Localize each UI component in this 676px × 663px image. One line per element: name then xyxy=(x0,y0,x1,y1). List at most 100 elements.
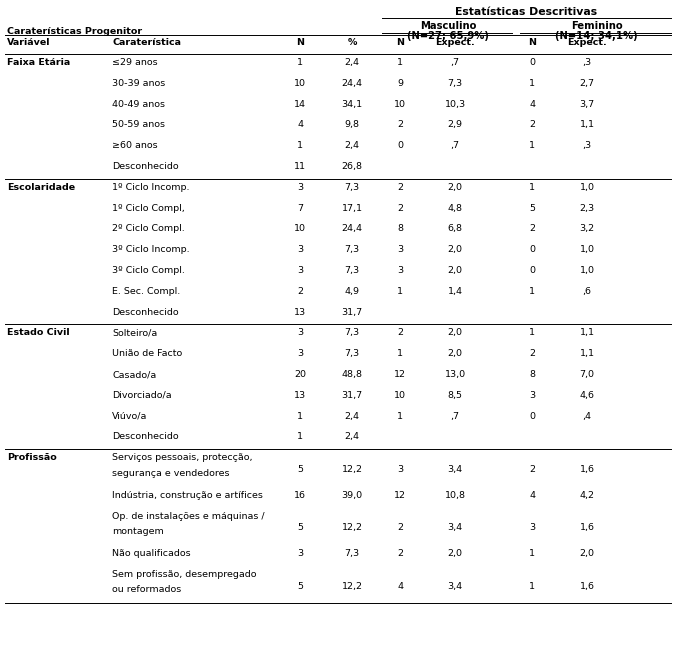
Text: 12,2: 12,2 xyxy=(341,523,362,532)
Text: 10,3: 10,3 xyxy=(444,99,466,109)
Text: 4: 4 xyxy=(397,581,403,591)
Text: Viúvo/a: Viúvo/a xyxy=(112,412,147,420)
Text: montagem: montagem xyxy=(112,527,164,536)
Text: Desconhecido: Desconhecido xyxy=(112,432,178,442)
Text: 1: 1 xyxy=(297,412,303,420)
Text: ≤29 anos: ≤29 anos xyxy=(112,58,158,67)
Text: 1,1: 1,1 xyxy=(579,349,594,358)
Text: 1: 1 xyxy=(529,141,535,151)
Text: 3: 3 xyxy=(297,328,303,337)
Text: 2: 2 xyxy=(529,224,535,233)
Text: 1: 1 xyxy=(529,549,535,558)
Text: Op. de instalações e máquinas /: Op. de instalações e máquinas / xyxy=(112,511,264,520)
Text: União de Facto: União de Facto xyxy=(112,349,183,358)
Text: 2: 2 xyxy=(397,121,403,129)
Text: 5: 5 xyxy=(529,204,535,213)
Text: 1: 1 xyxy=(297,58,303,67)
Text: 39,0: 39,0 xyxy=(341,491,362,500)
Text: 1: 1 xyxy=(297,141,303,151)
Text: 26,8: 26,8 xyxy=(341,162,362,171)
Text: 31,7: 31,7 xyxy=(341,391,362,400)
Text: 2: 2 xyxy=(397,523,403,532)
Text: 11: 11 xyxy=(294,162,306,171)
Text: Estado Civil: Estado Civil xyxy=(7,328,70,337)
Text: 1,1: 1,1 xyxy=(579,121,594,129)
Text: 2,0: 2,0 xyxy=(448,266,462,275)
Text: 10: 10 xyxy=(394,391,406,400)
Text: 12,2: 12,2 xyxy=(341,465,362,474)
Text: ,7: ,7 xyxy=(450,141,460,151)
Text: Profissão: Profissão xyxy=(7,453,57,462)
Text: 7,3: 7,3 xyxy=(345,266,360,275)
Text: ,4: ,4 xyxy=(583,412,592,420)
Text: 2: 2 xyxy=(397,183,403,192)
Text: Indústria, construção e artífices: Indústria, construção e artífices xyxy=(112,491,263,500)
Text: 2,4: 2,4 xyxy=(345,432,360,442)
Text: Solteiro/a: Solteiro/a xyxy=(112,328,158,337)
Text: 6,8: 6,8 xyxy=(448,224,462,233)
Text: 3: 3 xyxy=(397,465,403,474)
Text: 4: 4 xyxy=(529,491,535,500)
Text: 1: 1 xyxy=(397,349,403,358)
Text: ,7: ,7 xyxy=(450,412,460,420)
Text: 2,4: 2,4 xyxy=(345,58,360,67)
Text: ≥60 anos: ≥60 anos xyxy=(112,141,158,151)
Text: 1,0: 1,0 xyxy=(579,266,594,275)
Text: 48,8: 48,8 xyxy=(341,370,362,379)
Text: 1º Ciclo Compl,: 1º Ciclo Compl, xyxy=(112,204,185,213)
Text: 8: 8 xyxy=(397,224,403,233)
Text: 3: 3 xyxy=(297,549,303,558)
Text: ,3: ,3 xyxy=(583,58,592,67)
Text: ou reformados: ou reformados xyxy=(112,585,181,594)
Text: 3,2: 3,2 xyxy=(579,224,595,233)
Text: segurança e vendedores: segurança e vendedores xyxy=(112,469,229,478)
Text: 7,3: 7,3 xyxy=(345,328,360,337)
Text: 31,7: 31,7 xyxy=(341,308,362,317)
Text: 7,3: 7,3 xyxy=(345,349,360,358)
Text: 7: 7 xyxy=(297,204,303,213)
Text: Escolaridade: Escolaridade xyxy=(7,183,75,192)
Text: 1,0: 1,0 xyxy=(579,183,594,192)
Text: 2,0: 2,0 xyxy=(448,549,462,558)
Text: 4,9: 4,9 xyxy=(345,287,360,296)
Text: 4,6: 4,6 xyxy=(579,391,594,400)
Text: ,3: ,3 xyxy=(583,141,592,151)
Text: 2: 2 xyxy=(529,465,535,474)
Text: 40-49 anos: 40-49 anos xyxy=(112,99,165,109)
Text: Sem profissão, desempregado: Sem profissão, desempregado xyxy=(112,570,256,579)
Text: ,6: ,6 xyxy=(583,287,592,296)
Text: 0: 0 xyxy=(529,266,535,275)
Text: 3,4: 3,4 xyxy=(448,523,462,532)
Text: 1º Ciclo Incomp.: 1º Ciclo Incomp. xyxy=(112,183,189,192)
Text: 10: 10 xyxy=(294,79,306,88)
Text: 7,0: 7,0 xyxy=(579,370,594,379)
Text: 1,1: 1,1 xyxy=(579,328,594,337)
Text: 3,7: 3,7 xyxy=(579,99,595,109)
Text: 9,8: 9,8 xyxy=(345,121,360,129)
Text: %: % xyxy=(347,38,357,47)
Text: 12: 12 xyxy=(394,370,406,379)
Text: 3: 3 xyxy=(297,349,303,358)
Text: 1,6: 1,6 xyxy=(579,581,594,591)
Text: 4: 4 xyxy=(297,121,303,129)
Text: 13: 13 xyxy=(294,308,306,317)
Text: 0: 0 xyxy=(397,141,403,151)
Text: 13: 13 xyxy=(294,391,306,400)
Text: N: N xyxy=(296,38,304,47)
Text: 2,9: 2,9 xyxy=(448,121,462,129)
Text: Desconhecido: Desconhecido xyxy=(112,162,178,171)
Text: 1,6: 1,6 xyxy=(579,465,594,474)
Text: 1: 1 xyxy=(529,287,535,296)
Text: 0: 0 xyxy=(529,412,535,420)
Text: 10,8: 10,8 xyxy=(445,491,466,500)
Text: Estatísticas Descritivas: Estatísticas Descritivas xyxy=(456,7,598,17)
Text: 8: 8 xyxy=(529,370,535,379)
Text: Expect.: Expect. xyxy=(435,38,475,47)
Text: Casado/a: Casado/a xyxy=(112,370,156,379)
Text: 3: 3 xyxy=(297,183,303,192)
Text: 13,0: 13,0 xyxy=(444,370,466,379)
Text: 20: 20 xyxy=(294,370,306,379)
Text: 34,1: 34,1 xyxy=(341,99,362,109)
Text: 2: 2 xyxy=(297,287,303,296)
Text: N: N xyxy=(528,38,536,47)
